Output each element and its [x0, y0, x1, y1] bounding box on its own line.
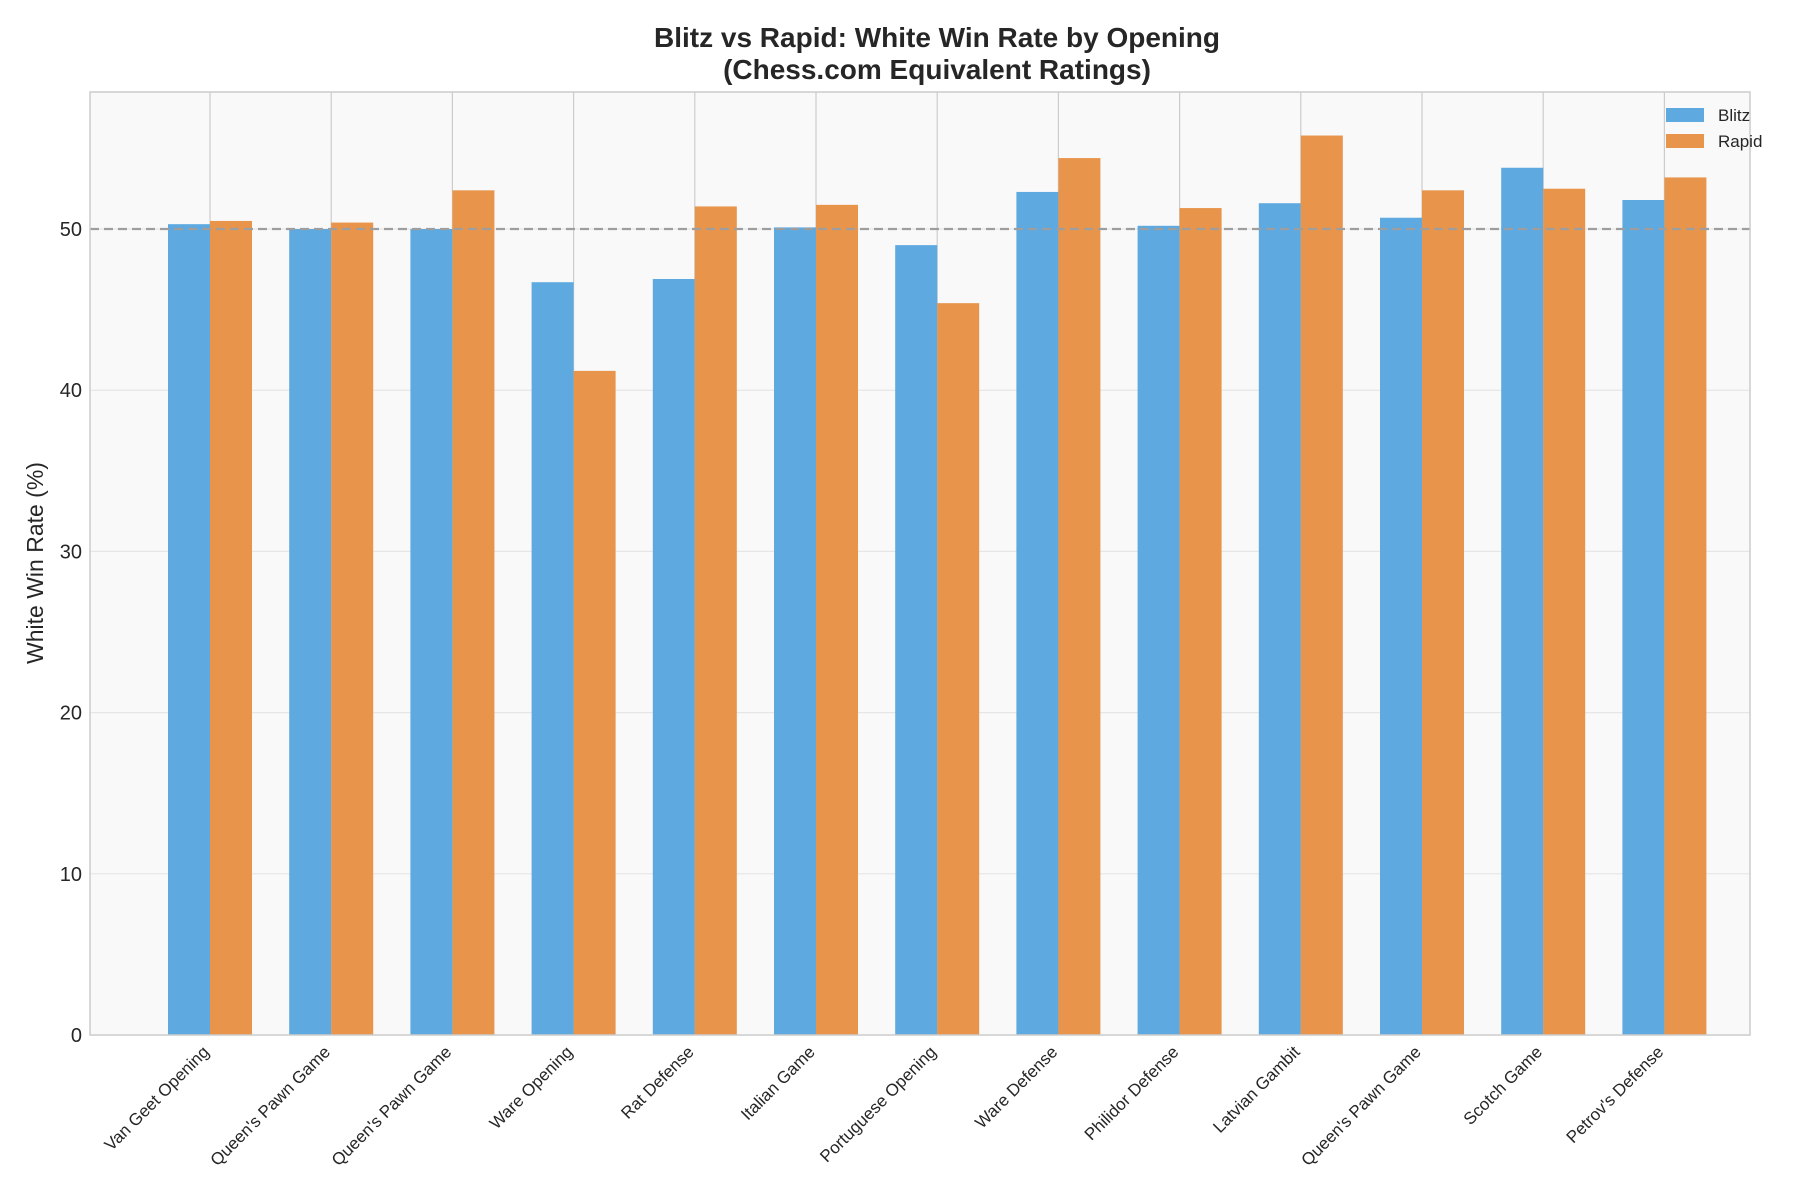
x-tick-label: Queen's Pawn Game	[1298, 1042, 1425, 1169]
bar-rapid	[1422, 190, 1464, 1036]
bar-blitz	[895, 245, 938, 1036]
x-tick-label: Queen's Pawn Game	[207, 1042, 334, 1169]
bar-rapid	[1300, 135, 1343, 1035]
bar-blitz	[410, 229, 453, 1035]
bar-blitz	[1380, 217, 1422, 1035]
y-tick-label: 10	[60, 864, 82, 886]
x-tick-label: Queen's Pawn Game	[328, 1042, 455, 1169]
bars	[168, 135, 1707, 1036]
bar-blitz	[531, 282, 574, 1035]
bar-blitz	[1501, 167, 1544, 1035]
bar-blitz	[652, 278, 695, 1035]
bar-rapid	[694, 206, 737, 1035]
x-tick-label: Rat Defense	[617, 1042, 697, 1122]
y-tick-label: 20	[60, 703, 82, 725]
x-tick-label: Philidor Defense	[1081, 1042, 1183, 1144]
x-tick-label: Van Geet Opening	[101, 1042, 213, 1154]
bar-rapid	[331, 222, 374, 1036]
y-axis-ticks: 0 10 20 30 40 50	[60, 219, 82, 1047]
legend-label-blitz: Blitz	[1718, 106, 1750, 125]
chart-title: Blitz vs Rapid: White Win Rate by Openin…	[654, 22, 1220, 53]
legend-swatch-rapid	[1666, 134, 1704, 148]
bar-rapid	[1543, 188, 1586, 1035]
bar-rapid	[816, 204, 858, 1036]
y-tick-label: 40	[60, 380, 82, 402]
x-tick-label: Scotch Game	[1460, 1042, 1546, 1128]
bar-blitz	[774, 227, 816, 1035]
chart-subtitle: (Chess.com Equivalent Ratings)	[723, 54, 1151, 85]
y-tick-label: 30	[60, 541, 82, 563]
legend: Blitz Rapid	[1666, 106, 1762, 151]
bar-blitz	[168, 224, 210, 1035]
bar-rapid	[1179, 208, 1222, 1036]
x-tick-label: Ware Opening	[486, 1042, 576, 1132]
bar-rapid	[573, 370, 616, 1035]
bar-blitz	[1137, 225, 1180, 1036]
y-tick-label: 0	[71, 1025, 82, 1047]
x-tick-label: Petrov's Defense	[1563, 1042, 1668, 1147]
x-tick-label: Italian Game	[737, 1042, 819, 1124]
plot-frame	[89, 91, 1751, 1036]
bar-rapid	[1664, 177, 1707, 1035]
legend-swatch-blitz	[1666, 108, 1704, 122]
bar-rapid	[210, 220, 252, 1035]
y-axis-label: White Win Rate (%)	[22, 462, 48, 664]
bar-blitz	[1258, 203, 1301, 1035]
bar-blitz	[289, 229, 332, 1035]
x-tick-label: Latvian Gambit	[1209, 1042, 1303, 1136]
bar-rapid	[1058, 158, 1101, 1036]
legend-label-rapid: Rapid	[1718, 132, 1762, 151]
x-tick-label: Portuguese Opening	[816, 1042, 940, 1166]
y-tick-label: 50	[60, 219, 82, 241]
bar-rapid	[937, 303, 980, 1036]
x-tick-label: Ware Defense	[971, 1042, 1061, 1132]
bar-blitz	[1016, 191, 1059, 1035]
bar-blitz	[1622, 200, 1665, 1035]
bar-rapid	[452, 190, 495, 1036]
